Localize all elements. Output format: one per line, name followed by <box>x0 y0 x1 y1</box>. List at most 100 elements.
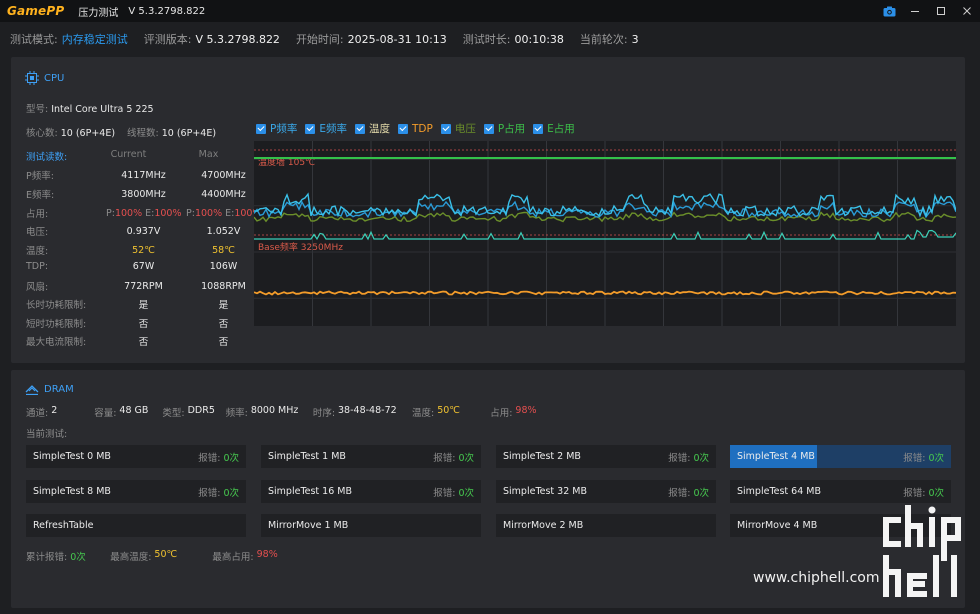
legend-p-usage[interactable]: P占用 <box>483 121 525 136</box>
cpu-row-current: 否 <box>138 337 149 348</box>
test-name: SimpleTest 0 MB <box>33 451 111 462</box>
memory-test-item[interactable]: SimpleTest 8 MB 报错: 0次 <box>26 480 246 503</box>
series-tdp <box>254 290 956 296</box>
current-col-header: Current <box>110 149 147 160</box>
checkbox-icon[interactable] <box>533 123 544 134</box>
dram-section-title: DRAM <box>44 383 74 395</box>
checkbox-icon[interactable] <box>256 123 266 134</box>
capacity-label: 容量: <box>94 408 117 419</box>
dram-panel: DRAM 通道: 2 容量: 48 GB 类型: DDR5 频率: 8000 M… <box>11 370 965 608</box>
test-errors-label: 报错: <box>903 452 926 464</box>
test-name: SimpleTest 64 MB <box>737 486 821 497</box>
cpu-cores: 核心数: 10 (6P+4E) <box>26 125 115 139</box>
eval-version-label: 评测版本: <box>143 33 192 46</box>
current-test-label: 当前测试: <box>26 429 68 440</box>
cpu-row-tdp: TDP: 67W 106W <box>26 261 237 272</box>
test-name: SimpleTest 16 MB <box>268 486 352 497</box>
cpu-row-short-power-limit: 短时功耗限制: 否 否 <box>26 316 228 330</box>
close-icon[interactable] <box>954 0 980 22</box>
chart-legend: P频率 E频率 温度 TDP 电压 P占用 E占用 <box>256 121 583 136</box>
cpu-row-current: 772RPM <box>124 280 163 292</box>
cpu-row-voltage: 电压: 0.937V 1.052V <box>26 224 240 239</box>
memory-test-item[interactable]: SimpleTest 16 MB 报错: 0次 <box>261 480 481 503</box>
legend-label: 温度 <box>368 123 390 135</box>
mode-label: 测试模式: <box>10 33 58 46</box>
cpu-chip-icon <box>25 71 39 85</box>
checkbox-icon[interactable] <box>440 123 451 134</box>
memory-test-item[interactable]: SimpleTest 32 MB 报错: 0次 <box>496 480 716 503</box>
checkbox-icon[interactable] <box>483 123 494 134</box>
legend-label: E占用 <box>547 123 575 135</box>
usage-max: P:100% E:100% <box>186 208 261 219</box>
cpu-row-max: 是 <box>218 300 229 311</box>
checkbox-icon[interactable] <box>305 123 316 134</box>
title-bar: GamePP 压力测试 V 5.3.2798.822 <box>0 0 980 22</box>
cpu-row-usage: 占用: P:100% E:100% P:100% E:100% <box>26 206 261 221</box>
camera-icon[interactable] <box>876 0 902 22</box>
dram-temp-label: 温度: <box>412 408 435 419</box>
cpu-model-value: Intel Core Ultra 5 225 <box>51 104 154 115</box>
legend-voltage[interactable]: 电压 <box>440 121 476 136</box>
cpu-row-e-freq: E频率: 3800MHz 4400MHz <box>26 187 246 202</box>
test-name: SimpleTest 2 MB <box>503 451 581 462</box>
cpu-row-max: 4400MHz <box>201 188 246 200</box>
type-label: 类型: <box>162 408 185 419</box>
cpu-row-label: 长时功耗限制: <box>26 300 87 311</box>
legend-tdp[interactable]: TDP <box>397 122 433 135</box>
test-name: RefreshTable <box>33 520 94 531</box>
duration-value: 00:10:38 <box>514 32 564 46</box>
freq-label: 频率: <box>225 408 248 419</box>
test-errors: 报错: 0次 <box>433 485 474 499</box>
test-errors: 报错: 0次 <box>668 485 709 499</box>
checkbox-icon[interactable] <box>397 123 408 134</box>
memory-test-item[interactable]: MirrorMove 1 MB <box>261 514 481 537</box>
max-temp-label: 最高温度: <box>110 552 152 563</box>
cpu-model: 型号: Intel Core Ultra 5 225 <box>26 101 154 115</box>
type-value: DDR5 <box>187 405 215 416</box>
cpu-section-title: CPU <box>44 72 65 84</box>
legend-label: TDP <box>411 122 433 135</box>
memory-test-item[interactable]: SimpleTest 64 MB 报错: 0次 <box>730 480 951 503</box>
dram-specs: 通道: 2 容量: 48 GB 类型: DDR5 频率: 8000 MHz 时序… <box>26 405 537 419</box>
legend-p-freq[interactable]: P频率 <box>256 121 297 136</box>
legend-label: P频率 <box>270 123 298 135</box>
maximize-icon[interactable] <box>928 0 954 22</box>
test-name: MirrorMove 1 MB <box>268 520 349 531</box>
cpu-row-current: 0.937V <box>126 225 161 237</box>
cpu-row-label: 短时功耗限制: <box>26 319 87 330</box>
cpu-row-current: 3800MHz <box>121 188 166 200</box>
memory-test-item[interactable]: MirrorMove 2 MB <box>496 514 716 537</box>
legend-temp[interactable]: 温度 <box>354 121 390 136</box>
test-info-bar: 测试模式: 内存稳定测试 评测版本: V 5.3.2798.822 开始时间: … <box>0 22 980 56</box>
watermark-url: www.chiphell.com <box>753 570 880 586</box>
memory-test-item[interactable]: SimpleTest 2 MB 报错: 0次 <box>496 445 716 468</box>
legend-label: E频率 <box>319 123 347 135</box>
cpu-section-header: CPU <box>25 71 64 85</box>
core-type-label: P: <box>106 207 115 219</box>
minimize-icon[interactable] <box>902 0 928 22</box>
checkbox-icon[interactable] <box>354 123 365 134</box>
memory-test-item[interactable]: SimpleTest 4 MB 报错: 0次 <box>730 445 951 468</box>
total-errors-label: 累计报错: <box>26 552 68 563</box>
dram-section-header: DRAM <box>25 383 74 395</box>
cpu-row-long-power-limit: 长时功耗限制: 是 是 <box>26 297 228 311</box>
round-label: 当前轮次: <box>579 33 628 46</box>
legend-e-freq[interactable]: E频率 <box>305 121 347 136</box>
memory-test-item[interactable]: SimpleTest 1 MB 报错: 0次 <box>261 445 481 468</box>
test-errors-value: 0次 <box>223 487 239 499</box>
test-errors: 报错: 0次 <box>198 450 239 464</box>
test-errors: 报错: 0次 <box>433 450 474 464</box>
memory-test-item[interactable]: RefreshTable <box>26 514 246 537</box>
series-p-freq <box>254 192 956 218</box>
memory-test-item[interactable]: SimpleTest 0 MB 报错: 0次 <box>26 445 246 468</box>
dram-temp-value: 50℃ <box>437 405 460 416</box>
freq-value: 8000 MHz <box>250 405 299 416</box>
max-col-header: Max <box>198 149 219 160</box>
readings-label: 测试读数: <box>26 152 68 163</box>
core-type-label: E: <box>145 207 155 219</box>
legend-e-usage[interactable]: E占用 <box>533 121 575 136</box>
cpu-row-p-freq: P频率: 4117MHz 4700MHz <box>26 168 246 183</box>
mode-value: 内存稳定测试 <box>61 33 128 46</box>
cpu-row-current: 4117MHz <box>121 169 166 181</box>
